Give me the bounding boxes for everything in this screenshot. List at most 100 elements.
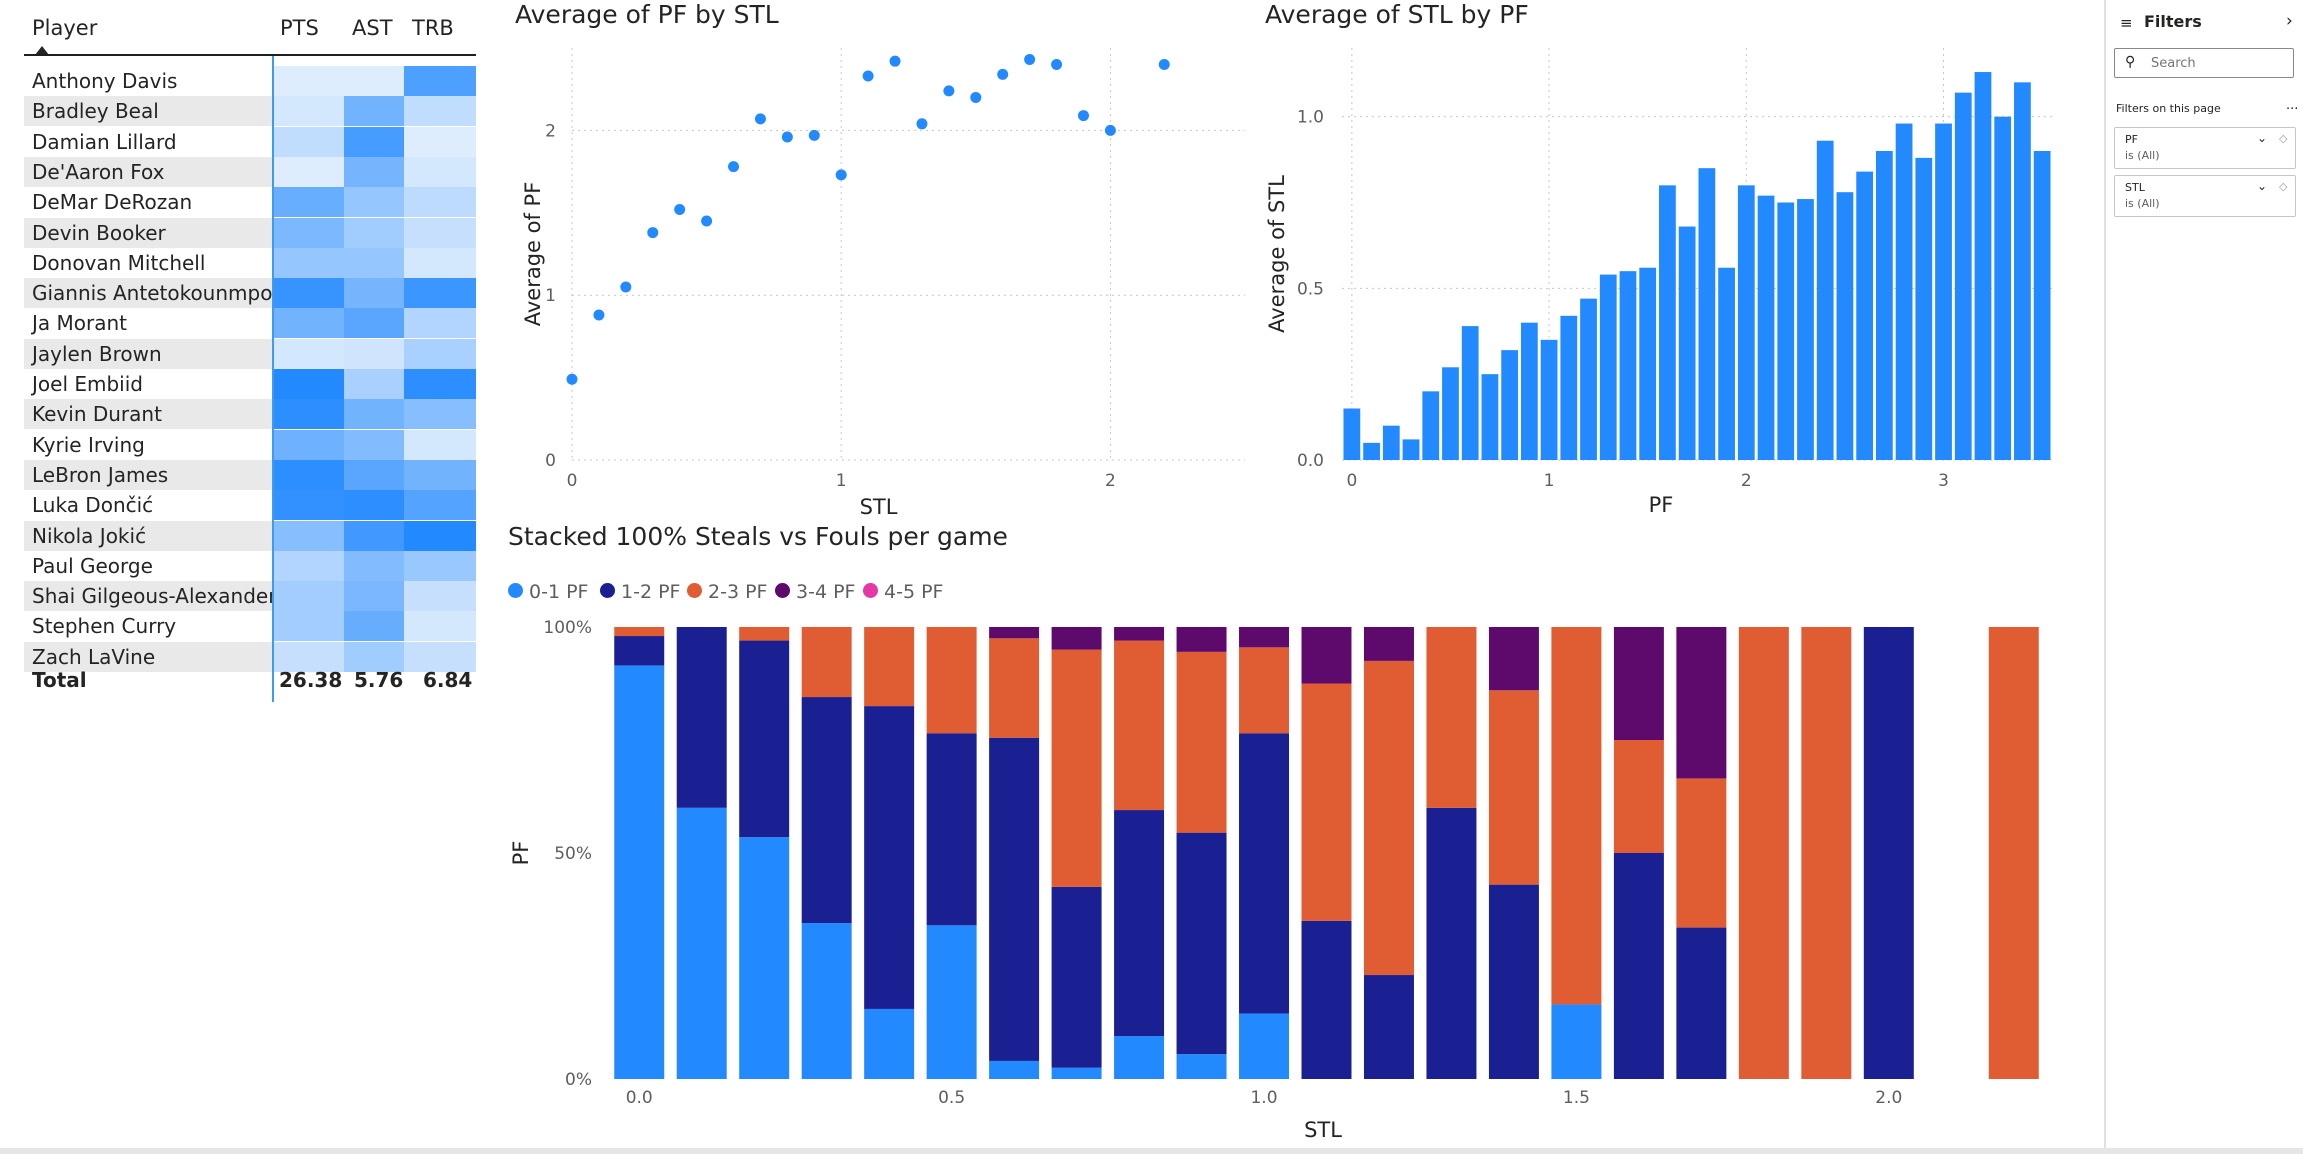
legend-label: 4-5 PF <box>884 581 944 603</box>
heatmap-cell <box>404 96 476 127</box>
heatmap-cell <box>404 611 476 642</box>
search-icon: ⚲ <box>2125 54 2136 70</box>
player-name-cell: Shai Gilgeous-Alexander <box>24 581 272 612</box>
column-header-trb[interactable]: TRB <box>412 16 454 40</box>
y-axis-label: Average of STL <box>1265 175 1289 333</box>
stacked-bar-segment <box>989 638 1040 738</box>
scatter-point <box>1024 54 1036 66</box>
table-row[interactable]: Kevin Durant <box>24 399 476 430</box>
scatter-chart[interactable]: 0 1 2 0 1 2 STL Average of PF <box>510 30 1250 520</box>
collapse-pane-icon[interactable]: › <box>2286 11 2293 31</box>
column-header-pts[interactable]: PTS <box>280 16 319 40</box>
bar <box>1580 298 1597 460</box>
table-row[interactable]: Donovan Mitchell <box>24 247 476 278</box>
table-row[interactable]: Joel Embiid <box>24 369 476 399</box>
table-row[interactable]: Damian Lillard <box>24 126 476 157</box>
filter-card-value: is (All) <box>2125 197 2160 210</box>
heatmap-cell <box>404 581 476 612</box>
filter-card-pf[interactable]: PF is (All) ⌄ ◇ <box>2114 127 2296 169</box>
table-header: Player PTS AST TRB <box>24 10 476 56</box>
table-row[interactable]: DeMar DeRozan <box>24 187 476 218</box>
x-axis-label: STL <box>860 495 898 519</box>
scatter-point <box>1077 110 1089 122</box>
stacked-bar-segment <box>739 640 790 838</box>
x-tick-label: 2 <box>1105 471 1116 491</box>
heatmap-cell <box>344 429 404 460</box>
y-tick-label: 0 <box>545 451 556 471</box>
filters-search-box[interactable]: ⚲ <box>2114 48 2294 78</box>
stacked-bar-segment <box>1301 920 1352 1079</box>
scatter-point <box>566 373 578 385</box>
stacked-bar-segment <box>1239 733 1290 1014</box>
heatmap-cell <box>404 156 476 187</box>
filter-card-name: PF <box>2125 133 2138 146</box>
table-row[interactable]: Stephen Curry <box>24 611 476 642</box>
table-row[interactable]: Jaylen Brown <box>24 338 476 369</box>
table-row[interactable]: Nikola Jokić <box>24 520 476 551</box>
legend-item-1-2-pf[interactable]: 1-2 PF <box>600 578 680 606</box>
bar <box>1382 425 1400 460</box>
table-row[interactable]: Devin Booker <box>24 217 476 248</box>
x-tick-label: 1 <box>1544 471 1555 491</box>
scatter-point <box>1051 58 1063 70</box>
table-row[interactable]: Paul George <box>24 550 476 581</box>
more-options-icon[interactable]: ... <box>2286 98 2299 113</box>
bar-chart[interactable]: 0.0 0.5 1.0 0 1 2 3 PF Average of STL <box>1262 30 2062 520</box>
stacked-bar-segment <box>739 627 790 641</box>
clear-filter-icon[interactable]: ◇ <box>2279 132 2288 145</box>
table-row[interactable]: De'Aaron Fox <box>24 156 476 187</box>
scatter-point <box>647 227 659 239</box>
x-tick-label: 0.0 <box>626 1088 653 1108</box>
scatter-point <box>1158 58 1170 70</box>
stacked-bar-segment <box>1551 1004 1602 1079</box>
table-row[interactable]: LeBron James <box>24 459 476 490</box>
column-divider <box>272 56 274 702</box>
heatmap-cell <box>272 520 344 551</box>
stacked-bar-segment <box>1676 927 1727 1079</box>
stacked-bar-segment <box>1301 683 1352 921</box>
table-row[interactable]: Giannis Antetokounmpo <box>24 278 476 309</box>
table-row[interactable]: Shai Gilgeous-Alexander <box>24 581 476 612</box>
x-tick-label: 2.0 <box>1875 1088 1902 1108</box>
table-row[interactable]: Anthony Davis <box>24 66 476 96</box>
stacked-bar-segment <box>1051 649 1102 887</box>
x-tick-label: 0.5 <box>938 1088 965 1108</box>
scatter-point <box>970 91 982 103</box>
scatter-point <box>728 161 740 173</box>
legend-item-0-1-pf[interactable]: 0-1 PF <box>508 578 588 606</box>
bottom-scrollbar[interactable] <box>0 1148 2303 1154</box>
sort-ascending-icon[interactable] <box>35 46 49 55</box>
heatmap-cell <box>344 490 404 521</box>
heatmap-cell <box>404 247 476 278</box>
filter-card-stl[interactable]: STL is (All) ⌄ ◇ <box>2114 175 2296 217</box>
bar <box>1935 123 1952 461</box>
stacked-chart[interactable]: 0% 50% 100% 0.0 0.5 1.0 1.5 2.0 STL PF <box>500 612 2060 1142</box>
clear-filter-icon[interactable]: ◇ <box>2279 180 2288 193</box>
column-header-ast[interactable]: AST <box>352 16 393 40</box>
column-header-player[interactable]: Player <box>32 16 98 40</box>
legend-item-4-5-pf[interactable]: 4-5 PF <box>863 578 943 606</box>
legend-item-2-3-pf[interactable]: 2-3 PF <box>687 578 767 606</box>
filters-search-input[interactable] <box>2151 53 2289 73</box>
table-row[interactable]: Zach LaVine <box>24 641 476 672</box>
stacked-bar-segment <box>739 837 790 1079</box>
chevron-down-icon[interactable]: ⌄ <box>2257 179 2268 193</box>
table-row[interactable]: Ja Morant <box>24 308 476 339</box>
legend-item-3-4-pf[interactable]: 3-4 PF <box>775 578 855 606</box>
table-row[interactable]: Kyrie Irving <box>24 429 476 460</box>
bar <box>1718 267 1735 460</box>
heatmap-cell <box>344 550 404 581</box>
heatmap-cell <box>404 66 476 96</box>
stacked-bar-segment <box>1676 627 1727 779</box>
bar <box>1954 92 1972 460</box>
stacked-bar-segment <box>1863 627 1914 1079</box>
bar <box>1619 271 1637 460</box>
chevron-down-icon[interactable]: ⌄ <box>2257 131 2268 145</box>
table-row[interactable]: Bradley Beal <box>24 96 476 127</box>
legend-label: 3-4 PF <box>796 581 856 603</box>
y-tick-label: 1.0 <box>1297 108 1324 128</box>
table-row[interactable]: Luka Dončić <box>24 490 476 521</box>
heatmap-cell <box>404 490 476 521</box>
bar <box>1442 367 1459 460</box>
legend-marker-icon <box>687 583 702 598</box>
